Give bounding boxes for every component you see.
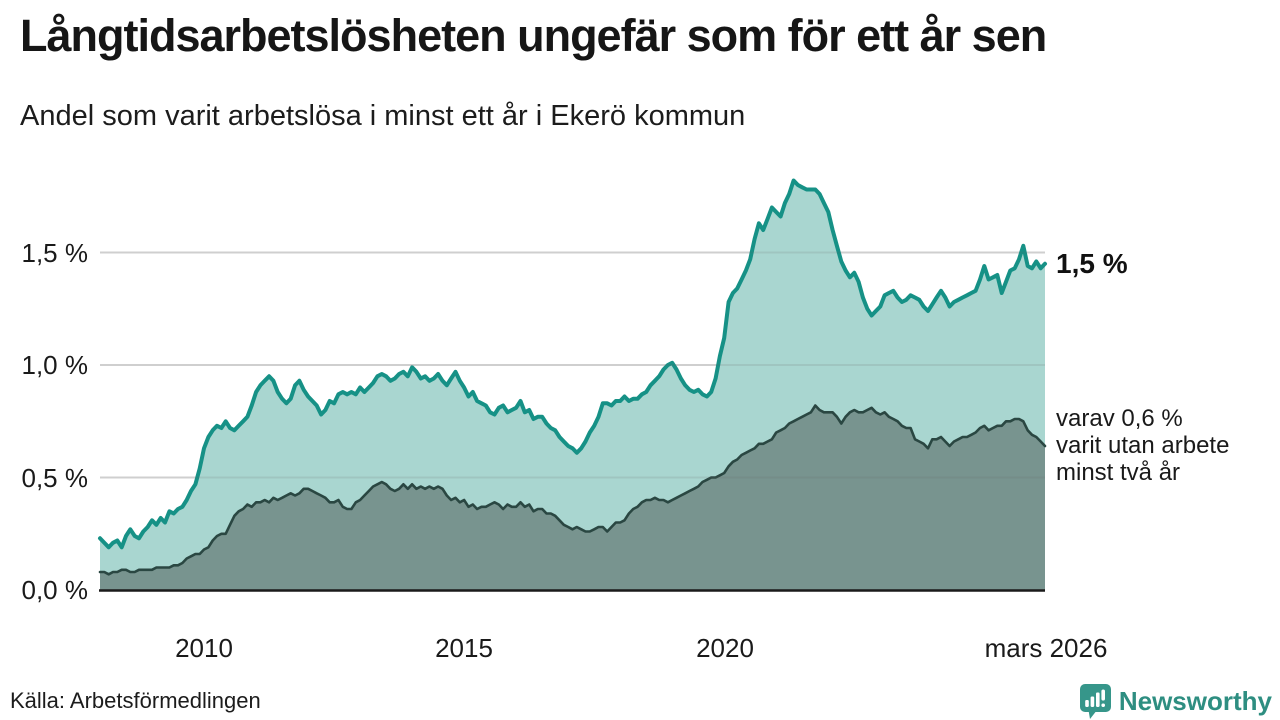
y-axis-tick-0-0: 0,0 % [21,575,89,605]
x-axis-tick-mars-2026: mars 2026 [984,633,1108,663]
y-axis-tick-0-5: 0,5 % [21,463,89,493]
brand-name: Newsworthy [1118,686,1272,716]
x-axis-tick-2020: 2020 [696,633,754,663]
annotation-line-1: varav 0,6 % [1056,405,1183,432]
newsworthy-logo: Newsworthy [1079,682,1272,720]
chart-subtitle: Andel som varit arbetslösa i minst ett å… [20,100,746,132]
y-axis-tick-1-5: 1,5 % [21,238,89,268]
x-axis-tick-2010: 2010 [175,633,233,663]
x-axis-tick-2015: 2015 [435,633,493,663]
newsworthy-pin-icon [1079,683,1111,719]
chart-title: Långtidsarbetslösheten ungefär som för e… [20,10,1047,61]
secondary-series-annotation: varav 0,6 % varit utan arbete minst två … [1056,405,1280,486]
series-end-value-label: 1,5 % [1056,248,1128,279]
series-line-1 [98,404,1047,576]
annotation-line-3: minst två år [1056,459,1181,486]
y-axis-tick-1-0: 1,0 % [21,350,89,380]
series-line-0 [98,178,1047,550]
source-attribution: Källa: Arbetsförmedlingen [10,688,261,713]
annotation-line-2: varit utan arbete [1056,432,1230,459]
series-area-1 [100,405,1045,590]
